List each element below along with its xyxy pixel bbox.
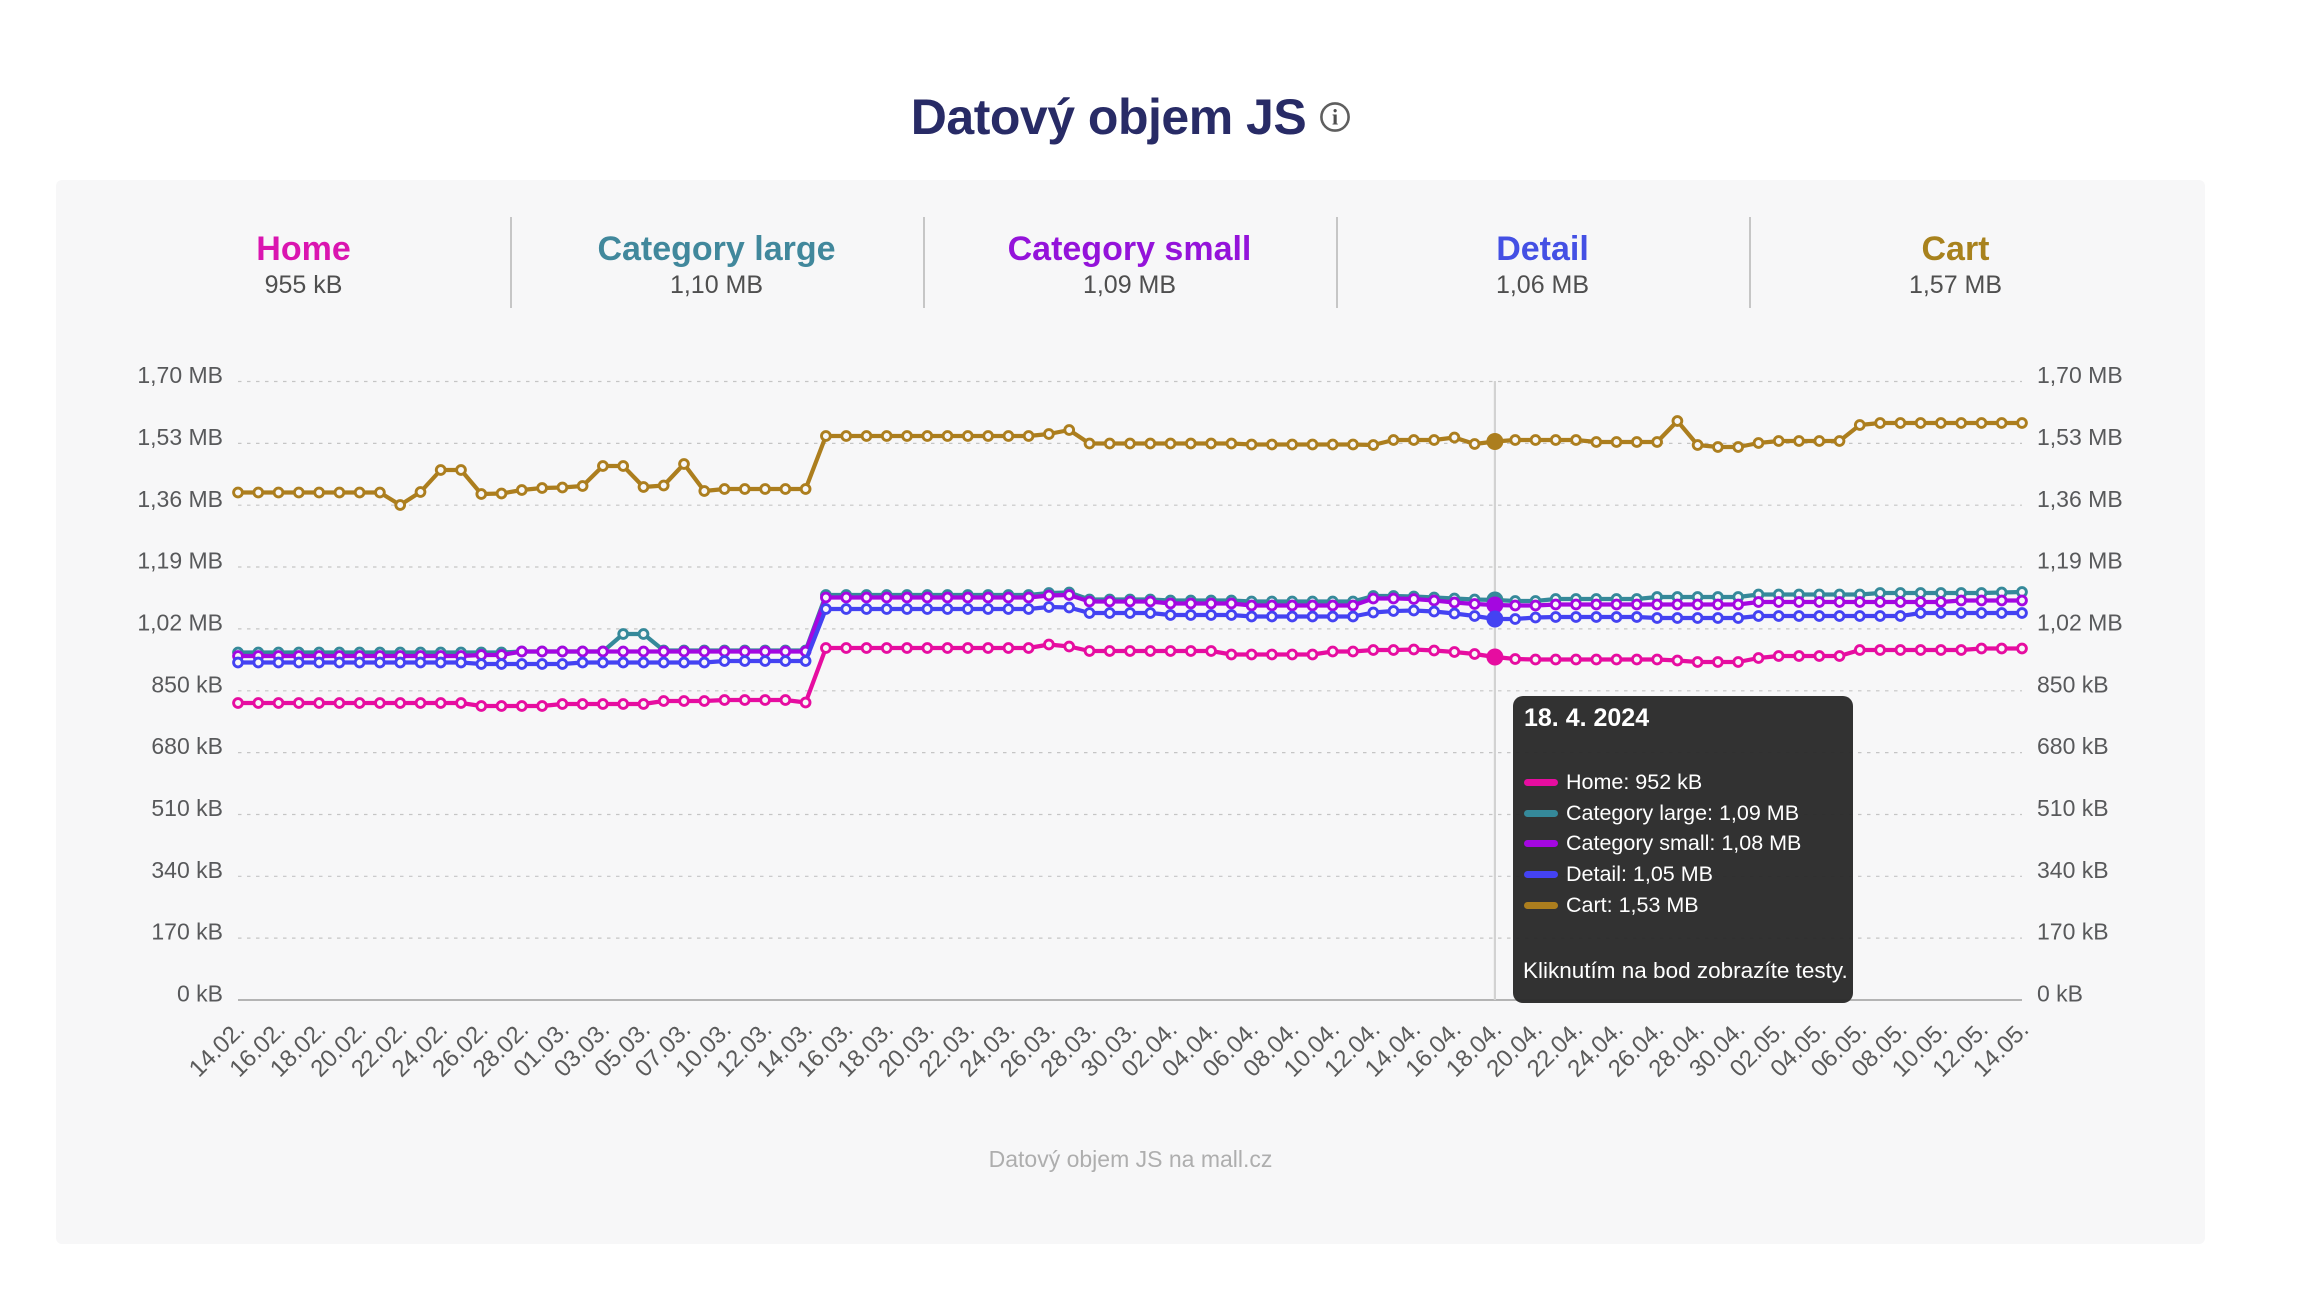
- svg-text:1,36 MB: 1,36 MB: [2037, 486, 2123, 512]
- svg-text:850 kB: 850 kB: [151, 671, 223, 697]
- svg-text:340 kB: 340 kB: [2037, 857, 2109, 883]
- svg-text:340 kB: 340 kB: [151, 857, 223, 883]
- svg-text:510 kB: 510 kB: [2037, 795, 2109, 821]
- svg-text:680 kB: 680 kB: [151, 733, 223, 759]
- svg-text:1,02 MB: 1,02 MB: [2037, 609, 2123, 635]
- svg-text:0 kB: 0 kB: [2037, 981, 2083, 1007]
- svg-text:1,02 MB: 1,02 MB: [137, 609, 223, 635]
- svg-text:1,36 MB: 1,36 MB: [137, 486, 223, 512]
- svg-text:0 kB: 0 kB: [177, 981, 223, 1007]
- svg-text:170 kB: 170 kB: [151, 919, 223, 945]
- svg-text:1,70 MB: 1,70 MB: [2037, 362, 2123, 388]
- svg-text:1,53 MB: 1,53 MB: [137, 424, 223, 450]
- svg-text:1,19 MB: 1,19 MB: [2037, 548, 2123, 574]
- svg-text:850 kB: 850 kB: [2037, 671, 2109, 697]
- svg-text:680 kB: 680 kB: [2037, 733, 2109, 759]
- svg-text:1,53 MB: 1,53 MB: [2037, 424, 2123, 450]
- svg-text:i: i: [1332, 105, 1338, 130]
- svg-text:170 kB: 170 kB: [2037, 919, 2109, 945]
- svg-text:510 kB: 510 kB: [151, 795, 223, 821]
- svg-text:1,19 MB: 1,19 MB: [137, 548, 223, 574]
- svg-text:1,70 MB: 1,70 MB: [137, 362, 223, 388]
